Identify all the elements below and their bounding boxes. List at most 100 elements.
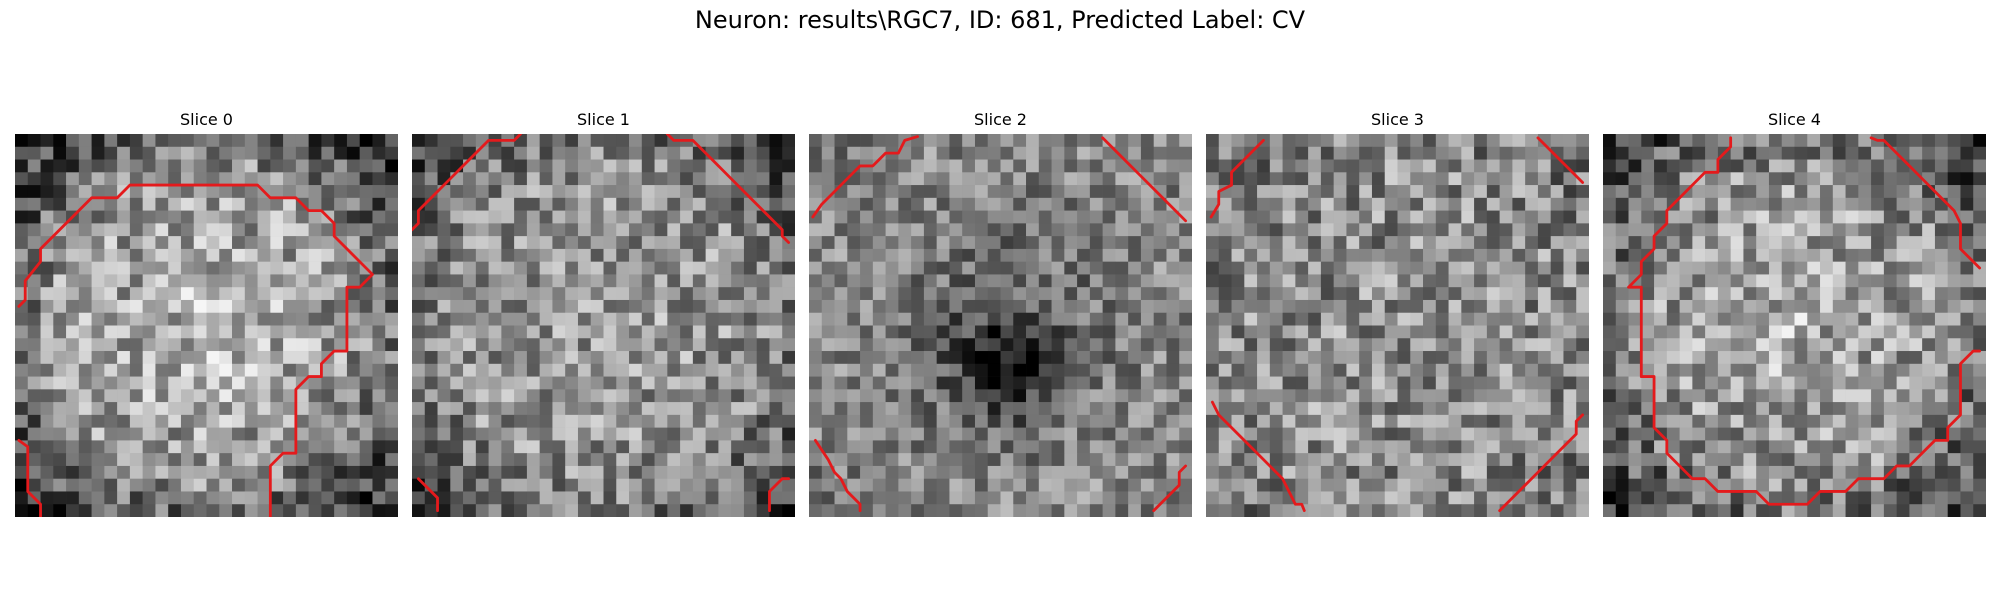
pixel-cell (1551, 389, 1564, 402)
pixel-cell (79, 428, 92, 441)
pixel-cell (578, 466, 591, 479)
pixel-cell (1372, 134, 1385, 147)
pixel-cell (1820, 377, 1833, 390)
pixel-cell (809, 287, 822, 300)
pixel-cell (1884, 236, 1897, 249)
pixel-cell (130, 364, 143, 377)
pixel-cell (1064, 491, 1077, 504)
pixel-cell (1922, 313, 1935, 326)
pixel-cell (385, 300, 398, 313)
pixel-cell (757, 377, 770, 390)
pixel-cell (1166, 364, 1179, 377)
pixel-cell (1807, 185, 1820, 198)
slice-title-0: Slice 0 (15, 108, 398, 132)
pixel-cell (1026, 415, 1039, 428)
pixel-cell (1346, 313, 1359, 326)
pixel-cell (207, 338, 220, 351)
pixel-cell (1833, 389, 1846, 402)
pixel-cell (693, 389, 706, 402)
pixel-cell (809, 300, 822, 313)
pixel-cell (1603, 198, 1616, 211)
pixel-cell (258, 389, 271, 402)
pixel-cell (1077, 453, 1090, 466)
pixel-cell (1487, 428, 1500, 441)
pixel-cell (962, 172, 975, 185)
pixel-cell (489, 415, 502, 428)
pixel-cell (1064, 326, 1077, 339)
pixel-cell (1884, 479, 1897, 492)
pixel-cell (591, 249, 604, 262)
pixel-cell (1474, 479, 1487, 492)
pixel-cell (1563, 134, 1576, 147)
pixel-cell (1935, 351, 1948, 364)
pixel-cell (232, 313, 245, 326)
pixel-cell (41, 389, 54, 402)
pixel-cell (1232, 440, 1245, 453)
pixel-cell (1846, 249, 1859, 262)
pixel-cell (565, 466, 578, 479)
pixel-cell (1154, 147, 1167, 160)
pixel-cell (667, 338, 680, 351)
pixel-cell (1718, 415, 1731, 428)
pixel-cell (232, 402, 245, 415)
pixel-cell (540, 172, 553, 185)
pixel-cell (1871, 377, 1884, 390)
pixel-cell (1500, 389, 1513, 402)
pixel-cell (988, 338, 1001, 351)
pixel-cell (245, 479, 258, 492)
pixel-cell (1973, 479, 1986, 492)
pixel-cell (1487, 249, 1500, 262)
pixel-cell (565, 300, 578, 313)
pixel-cell (988, 440, 1001, 453)
pixel-cell (1680, 172, 1693, 185)
pixel-cell (629, 466, 642, 479)
pixel-cell (744, 453, 757, 466)
pixel-cell (757, 428, 770, 441)
pixel-cell (347, 223, 360, 236)
pixel-cell (1410, 428, 1423, 441)
pixel-cell (1436, 185, 1449, 198)
pixel-cell (1833, 453, 1846, 466)
pixel-cell (79, 364, 92, 377)
pixel-cell (757, 389, 770, 402)
pixel-cell (1461, 504, 1474, 517)
pixel-cell (1436, 351, 1449, 364)
pixel-cell (1461, 223, 1474, 236)
pixel-cell (1039, 185, 1052, 198)
slice-image-0 (15, 134, 398, 517)
pixel-cell (1718, 440, 1731, 453)
pixel-cell (680, 326, 693, 339)
pixel-cell (1756, 364, 1769, 377)
pixel-cell (1922, 453, 1935, 466)
pixel-cell (1219, 211, 1232, 224)
pixel-cell (860, 185, 873, 198)
pixel-cell (642, 313, 655, 326)
pixel-cell (1897, 274, 1910, 287)
pixel-cell (1295, 453, 1308, 466)
pixel-cell (1603, 440, 1616, 453)
pixel-cell (245, 300, 258, 313)
pixel-cell (1616, 440, 1629, 453)
pixel-cell (1166, 338, 1179, 351)
pixel-cell (1295, 185, 1308, 198)
pixel-cell (527, 134, 540, 147)
pixel-cell (1090, 211, 1103, 224)
pixel-cell (245, 274, 258, 287)
pixel-cell (1474, 274, 1487, 287)
pixel-cell (1500, 160, 1513, 173)
pixel-cell (1321, 287, 1334, 300)
pixel-cell (924, 351, 937, 364)
pixel-cell (1795, 172, 1808, 185)
pixel-cell (79, 326, 92, 339)
pixel-cell (1219, 453, 1232, 466)
pixel-cell (15, 147, 28, 160)
pixel-cell (1219, 479, 1232, 492)
pixel-cell (642, 351, 655, 364)
pixel-cell (937, 313, 950, 326)
pixel-cell (1449, 274, 1462, 287)
pixel-cell (1667, 185, 1680, 198)
pixel-cell (873, 211, 886, 224)
pixel-cell (1372, 415, 1385, 428)
pixel-cell (757, 262, 770, 275)
pixel-cell (731, 274, 744, 287)
